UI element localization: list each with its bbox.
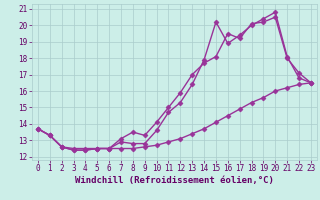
X-axis label: Windchill (Refroidissement éolien,°C): Windchill (Refroidissement éolien,°C) [75,176,274,185]
